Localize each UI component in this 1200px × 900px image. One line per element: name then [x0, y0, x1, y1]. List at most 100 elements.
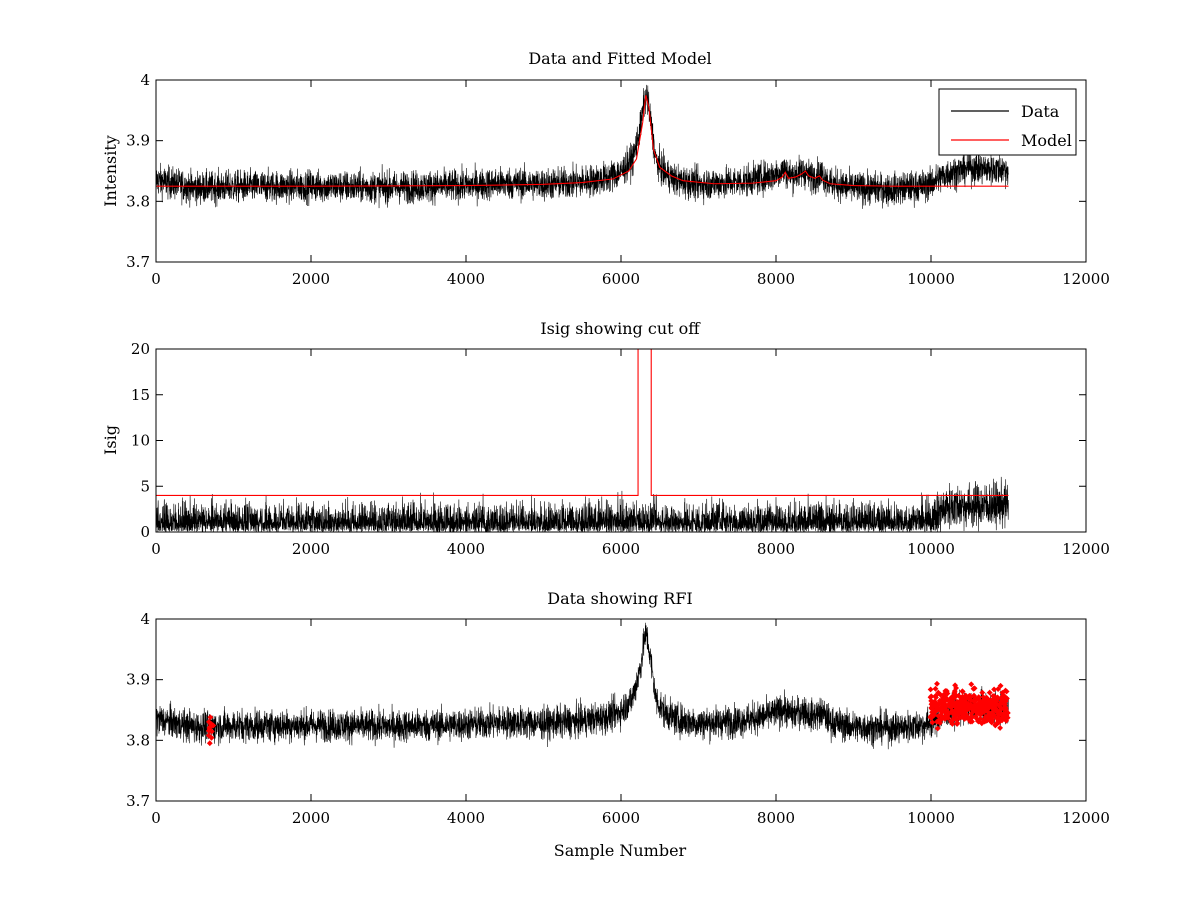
y-tick-label: 3.9: [126, 671, 150, 689]
rfi-marker: [208, 734, 215, 741]
rfi-marker: [995, 709, 1002, 715]
x-tick-label: 8000: [757, 809, 795, 827]
rfi-marker: [1002, 706, 1009, 713]
rfi-marker: [999, 693, 1006, 700]
y-tick-label: 10: [131, 432, 150, 450]
rfi-marker: [954, 698, 960, 705]
x-tick-label: 6000: [602, 809, 640, 827]
rfi-marker: [943, 706, 950, 713]
x-tick-label: 10000: [907, 809, 955, 827]
x-tick-label: 8000: [757, 540, 795, 558]
x-tick-label: 4000: [447, 540, 485, 558]
y-tick-label: 20: [131, 340, 150, 358]
y-tick-label: 4: [140, 71, 150, 89]
rfi-marker: [208, 728, 215, 735]
rfi-marker: [943, 702, 950, 709]
series-data-line: [156, 622, 1009, 750]
plot-series-group: [156, 84, 1009, 209]
x-tick-label: 6000: [602, 270, 640, 288]
series-model-line: [156, 95, 1009, 187]
y-tick-label: 5: [140, 477, 150, 495]
rfi-marker: [932, 692, 939, 699]
x-tick-label: 0: [151, 809, 161, 827]
y-axis-label: Intensity: [101, 135, 120, 207]
rfi-marker: [997, 704, 1004, 711]
rfi-marker: [979, 689, 986, 696]
plot-series-group: [156, 622, 1011, 750]
y-tick-label: 3.7: [126, 792, 150, 810]
series-rfi-markers: [205, 680, 1011, 747]
rfi-marker: [955, 692, 962, 699]
rfi-marker: [998, 715, 1005, 722]
rfi-marker: [981, 718, 988, 725]
x-tick-label: 10000: [907, 540, 955, 558]
x-tick-label: 12000: [1062, 540, 1110, 558]
rfi-marker: [959, 688, 966, 695]
rfi-marker: [951, 715, 958, 721]
x-tick-label: 8000: [757, 270, 795, 288]
rfi-marker: [942, 694, 949, 701]
x-tick-label: 0: [151, 540, 161, 558]
rfi-marker: [954, 720, 961, 726]
rfi-marker: [965, 701, 972, 708]
rfi-marker: [942, 712, 949, 719]
rfi-marker: [971, 692, 977, 699]
rfi-marker: [934, 725, 941, 732]
rfi-marker: [993, 698, 1000, 705]
rfi-marker: [997, 724, 1004, 731]
x-tick-label: 2000: [292, 809, 330, 827]
rfi-marker: [941, 698, 948, 704]
rfi-marker: [975, 694, 982, 701]
rfi-marker: [949, 702, 956, 709]
rfi-marker: [949, 720, 956, 727]
rfi-marker: [1002, 687, 1009, 694]
series-cut-off-line: [156, 349, 1009, 496]
plot-area: [156, 80, 1086, 262]
x-tick-label: 2000: [292, 540, 330, 558]
rfi-marker: [929, 712, 936, 719]
x-tick-label: 0: [151, 270, 161, 288]
rfi-marker: [966, 716, 973, 723]
rfi-marker: [984, 708, 991, 715]
rfi-marker: [932, 701, 939, 708]
x-tick-label: 12000: [1062, 270, 1110, 288]
y-tick-label: 3.9: [126, 132, 150, 150]
rfi-marker: [927, 694, 934, 701]
y-tick-label: 3.8: [126, 731, 150, 749]
panel-isig-cut-off: Isig showing cut off Isig 0 2000 4000 6000 8…: [101, 319, 1110, 558]
rfi-marker: [995, 686, 1002, 693]
rfi-marker: [206, 740, 213, 747]
rfi-marker: [927, 686, 934, 693]
x-tick-label: 12000: [1062, 809, 1110, 827]
rfi-marker: [980, 708, 987, 715]
rfi-marker: [978, 702, 985, 709]
x-tick-label: 10000: [907, 270, 955, 288]
rfi-marker: [971, 698, 978, 705]
rfi-marker: [935, 717, 942, 724]
x-axis-label: Sample Number: [554, 841, 687, 860]
rfi-marker: [205, 718, 212, 725]
x-tick-label: 4000: [447, 809, 485, 827]
rfi-marker: [207, 714, 214, 721]
y-tick-label: 4: [140, 610, 150, 628]
rfi-marker: [932, 685, 939, 692]
panel-data-showing-rfi: Data showing RFI Sample Number 0 2000 4000…: [126, 589, 1110, 860]
series-data-line: [156, 84, 1009, 209]
rfi-marker: [991, 707, 998, 714]
rfi-marker: [985, 714, 992, 721]
plot-series-group: [156, 349, 1009, 532]
legend-label: Model: [1021, 131, 1072, 150]
rfi-marker: [968, 681, 975, 688]
y-tick-label: 3.8: [126, 192, 150, 210]
panel-title: Isig showing cut off: [540, 319, 701, 338]
panel-data-fitted-model: Data and Fitted Model Intensity 0 2000 400…: [101, 49, 1110, 288]
rfi-marker: [935, 689, 942, 696]
rfi-marker: [983, 694, 990, 701]
y-tick-label: 15: [131, 386, 150, 404]
rfi-marker: [970, 685, 977, 692]
rfi-marker: [986, 689, 993, 696]
rfi-marker: [975, 718, 981, 725]
rfi-marker: [998, 698, 1005, 705]
rfi-marker: [938, 705, 945, 712]
rfi-marker: [951, 707, 958, 714]
